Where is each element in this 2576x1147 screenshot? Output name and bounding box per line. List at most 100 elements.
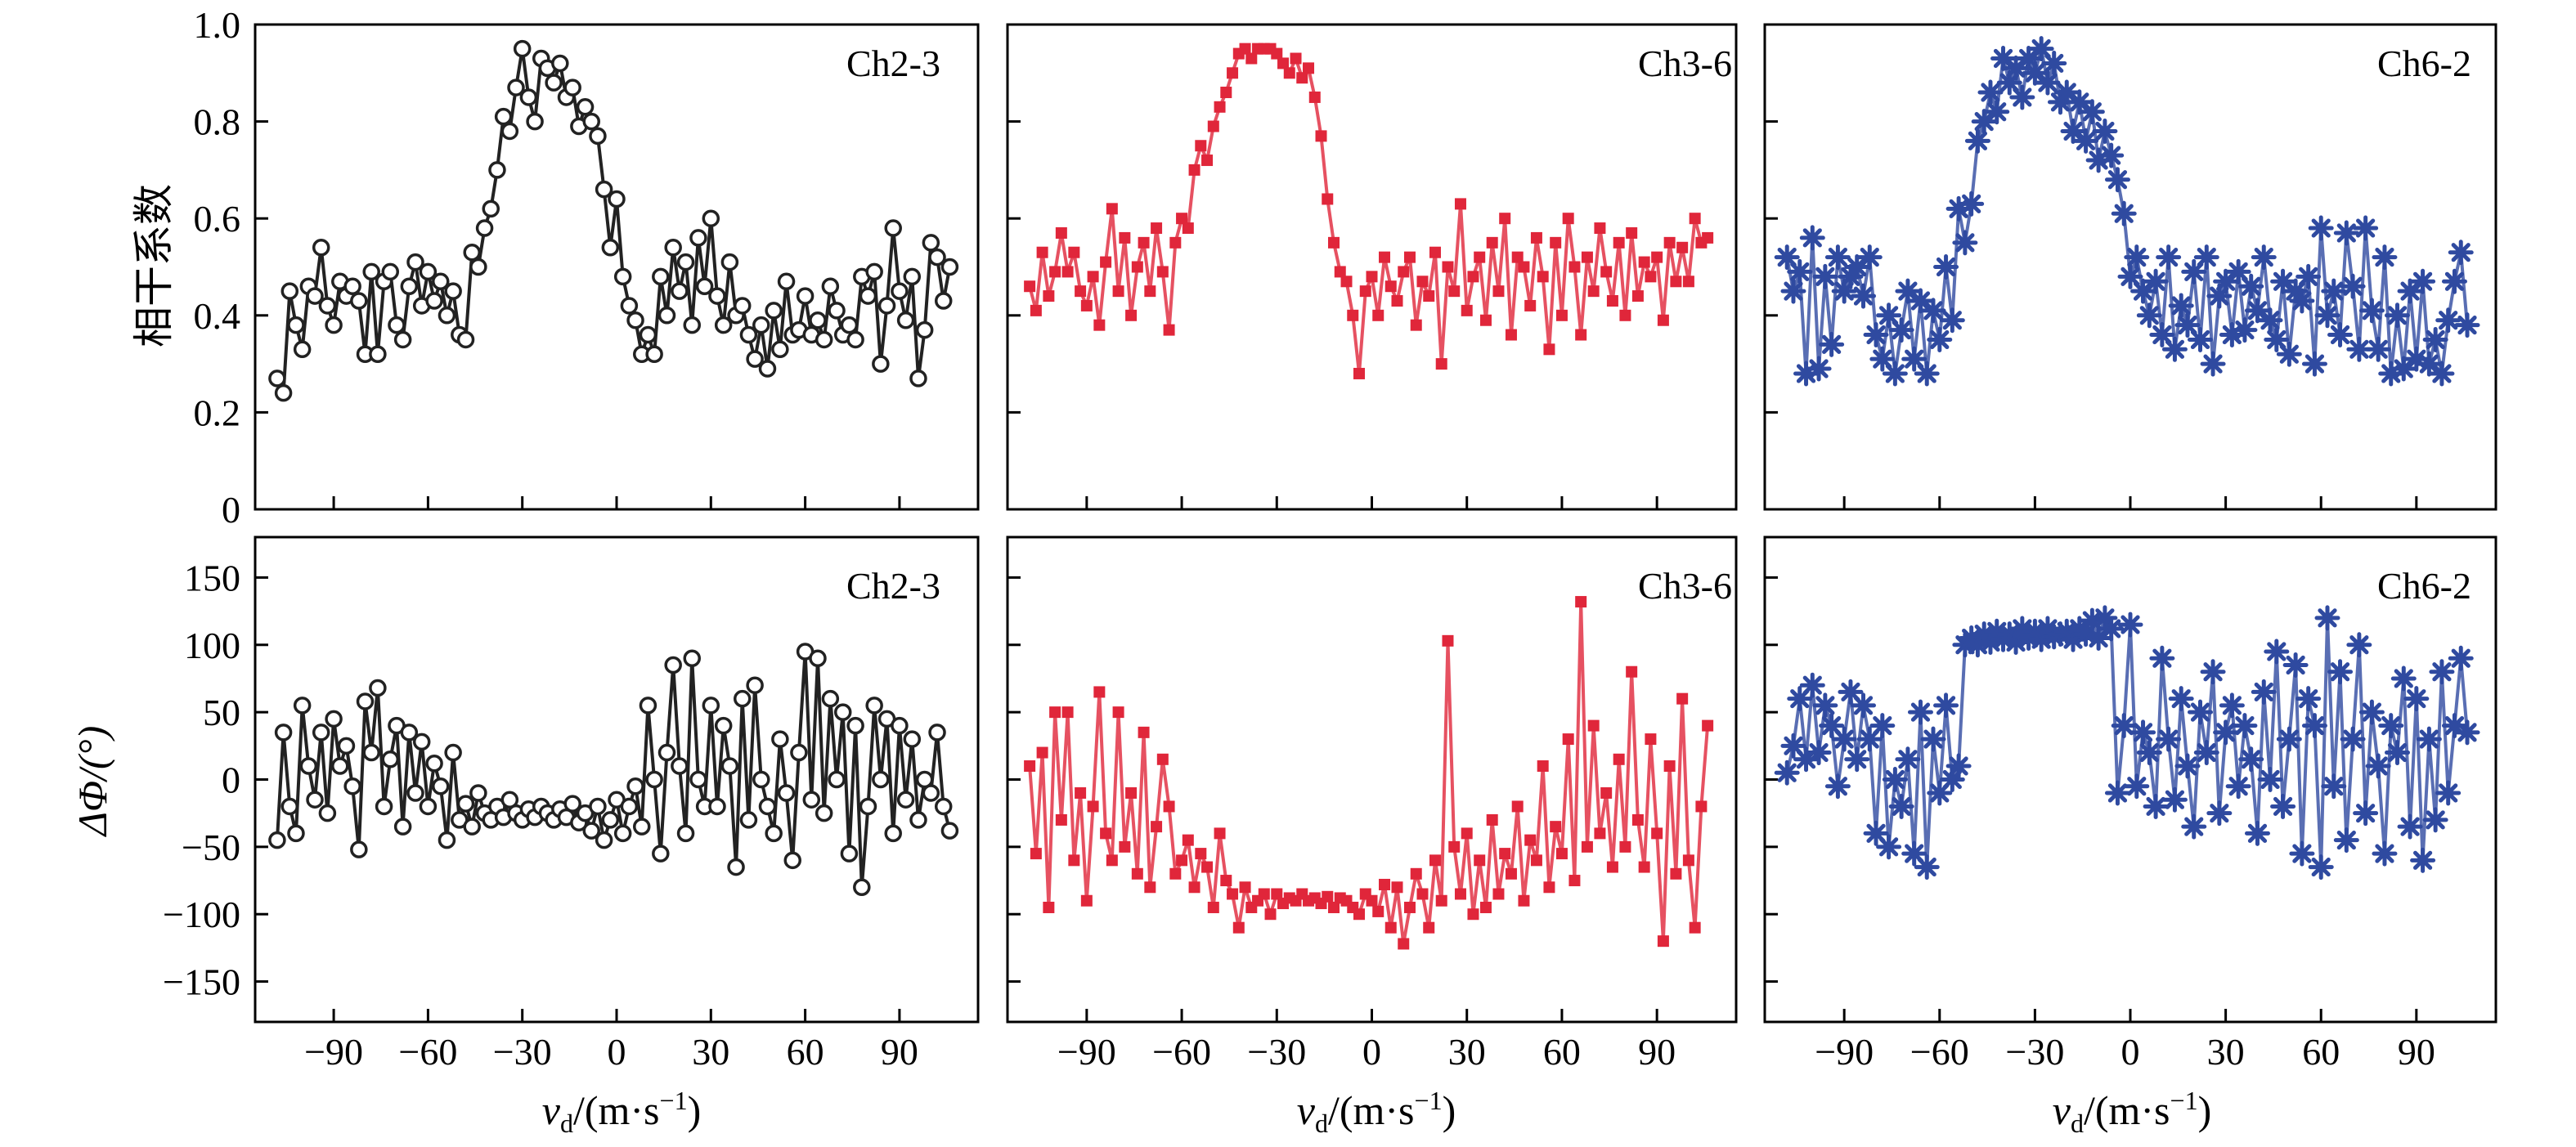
data-point — [1626, 665, 1638, 678]
data-point — [1201, 861, 1214, 873]
data-point — [425, 292, 443, 310]
data-point — [1144, 285, 1156, 298]
data-point — [2257, 767, 2283, 792]
data-point — [2448, 240, 2474, 266]
data-point — [388, 316, 406, 334]
data-point — [1138, 726, 1150, 738]
x-axis-label-right: vd/(m·s−1) — [2053, 1086, 2211, 1138]
data-point — [2041, 624, 2067, 650]
data-point — [909, 811, 927, 829]
data-point — [821, 277, 840, 295]
data-point — [1106, 203, 1118, 215]
data-point — [2035, 69, 2061, 96]
data-point — [809, 311, 827, 329]
data-point — [896, 311, 915, 329]
data-point — [1461, 827, 1473, 840]
data-point — [865, 262, 883, 281]
data-point — [2340, 726, 2366, 752]
data-point — [777, 784, 796, 802]
data-point — [1914, 361, 1940, 387]
data-point — [702, 697, 720, 715]
data-point — [1638, 256, 1650, 268]
data-point — [645, 345, 663, 363]
data-point — [400, 277, 419, 295]
data-point — [1838, 679, 1864, 705]
data-point — [1442, 634, 1454, 647]
data-point — [1844, 746, 1870, 773]
data-point — [1670, 276, 1682, 288]
data-point — [2111, 713, 2137, 739]
data-point — [306, 287, 324, 305]
x-tick-label: 30 — [1448, 1031, 1486, 1073]
data-point — [2060, 626, 2086, 652]
data-point — [1645, 733, 1657, 746]
panel-coherence-ch2-3: 0 0.2 0.4 0.6 0.8 1.0 — [194, 4, 980, 531]
panel-phase-ch3-6: −90 −60 −30 0 30 60 90 — [1006, 535, 1738, 1073]
data-point — [1619, 309, 1631, 321]
data-point — [1201, 155, 1214, 167]
data-point — [1479, 901, 1492, 913]
data-point — [1448, 840, 1461, 853]
data-point — [2085, 625, 2112, 652]
data-point — [1945, 753, 1972, 779]
data-point — [608, 190, 626, 208]
data-point — [2333, 827, 2359, 854]
data-point — [318, 804, 337, 822]
data-point — [1308, 91, 1321, 103]
data-point — [1562, 733, 1574, 746]
data-point — [337, 737, 356, 755]
data-point — [2314, 605, 2340, 631]
data-point — [1398, 266, 1410, 278]
data-point — [2232, 713, 2258, 739]
data-point — [714, 316, 733, 334]
data-point — [1626, 226, 1638, 239]
data-point — [1271, 888, 1283, 900]
data-point — [689, 770, 707, 789]
data-point — [1030, 304, 1042, 316]
data-point — [671, 282, 689, 300]
data-point — [551, 54, 569, 73]
x-tick-label: 0 — [2121, 1031, 2140, 1073]
data-point — [2022, 60, 2048, 86]
data-point — [1505, 867, 1517, 880]
data-point — [1429, 854, 1441, 867]
data-point — [589, 127, 607, 146]
data-point — [1631, 813, 1644, 826]
data-point — [2143, 268, 2169, 294]
data-point — [1486, 236, 1498, 249]
data-point — [1131, 867, 1143, 880]
panel-label-phase-ch3-6: Ch3-6 — [1638, 565, 1732, 607]
data-point — [1410, 867, 1422, 880]
x-tick-label: 30 — [692, 1031, 729, 1073]
x-axis-label-left: vd/(m·s−1) — [542, 1086, 701, 1138]
data-point — [482, 199, 500, 218]
data-point — [2397, 278, 2423, 304]
data-point — [1423, 290, 1435, 302]
data-point — [1543, 343, 1555, 356]
data-point — [595, 180, 613, 199]
data-point — [1043, 901, 1055, 913]
data-point — [1869, 713, 1896, 739]
data-point — [1144, 881, 1156, 894]
data-point — [2410, 847, 2436, 873]
data-point — [1188, 881, 1200, 894]
data-point — [1461, 304, 1473, 316]
data-point — [689, 229, 707, 247]
data-point — [2308, 215, 2334, 241]
data-point — [2353, 215, 2379, 241]
data-point — [1555, 309, 1568, 321]
data-point — [1812, 263, 1838, 289]
data-point — [318, 297, 337, 315]
data-point — [1075, 786, 1087, 799]
data-point — [1182, 834, 1194, 846]
data-point — [2435, 780, 2462, 806]
data-point — [1195, 140, 1207, 152]
data-point — [2060, 118, 2086, 144]
data-point — [2079, 607, 2105, 634]
data-point — [1068, 854, 1080, 867]
data-point — [909, 370, 927, 388]
data-point — [1055, 226, 1067, 239]
data-point — [1587, 719, 1600, 732]
data-point — [2117, 612, 2143, 638]
data-point — [381, 262, 400, 281]
